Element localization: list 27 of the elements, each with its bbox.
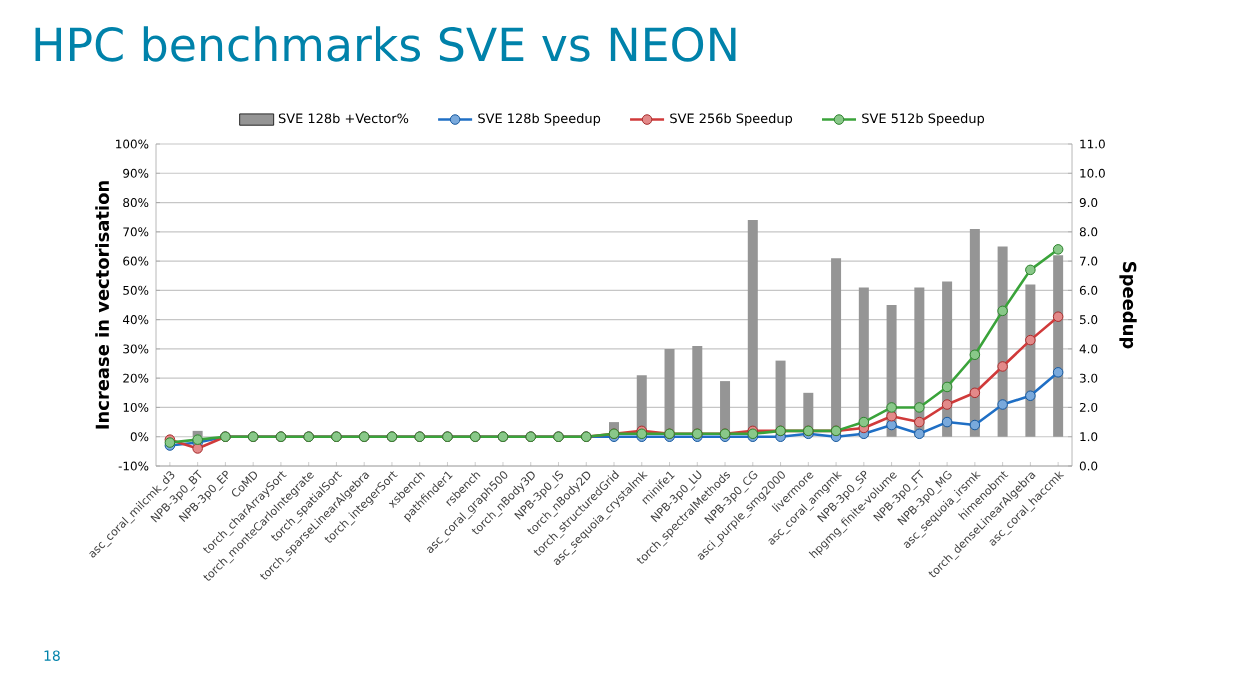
y-axis-title: Increase in vectorisation: [95, 181, 110, 429]
point: [1025, 334, 1036, 346]
point: [914, 428, 925, 440]
point: [969, 387, 981, 399]
point: [914, 416, 925, 428]
point: [1052, 367, 1064, 378]
point: [886, 419, 897, 431]
point: [969, 419, 981, 431]
point: [997, 399, 1008, 410]
point: [997, 361, 1008, 372]
point: [941, 381, 953, 393]
point: [997, 305, 1008, 317]
y2-axis-title: Speedup: [1119, 262, 1137, 349]
point: [858, 416, 870, 428]
point: [914, 402, 925, 413]
point: [1052, 311, 1064, 322]
point: [1025, 390, 1036, 402]
bar: [1053, 255, 1064, 437]
bar: [692, 345, 703, 437]
point: [192, 443, 203, 454]
point: [1052, 244, 1064, 255]
point: [886, 402, 897, 413]
point: [969, 349, 981, 361]
point: [941, 399, 953, 410]
point: [1025, 264, 1036, 276]
point: [941, 416, 953, 428]
chart-title: HPC benchmarks SVE vs NEON: [35, 26, 736, 62]
